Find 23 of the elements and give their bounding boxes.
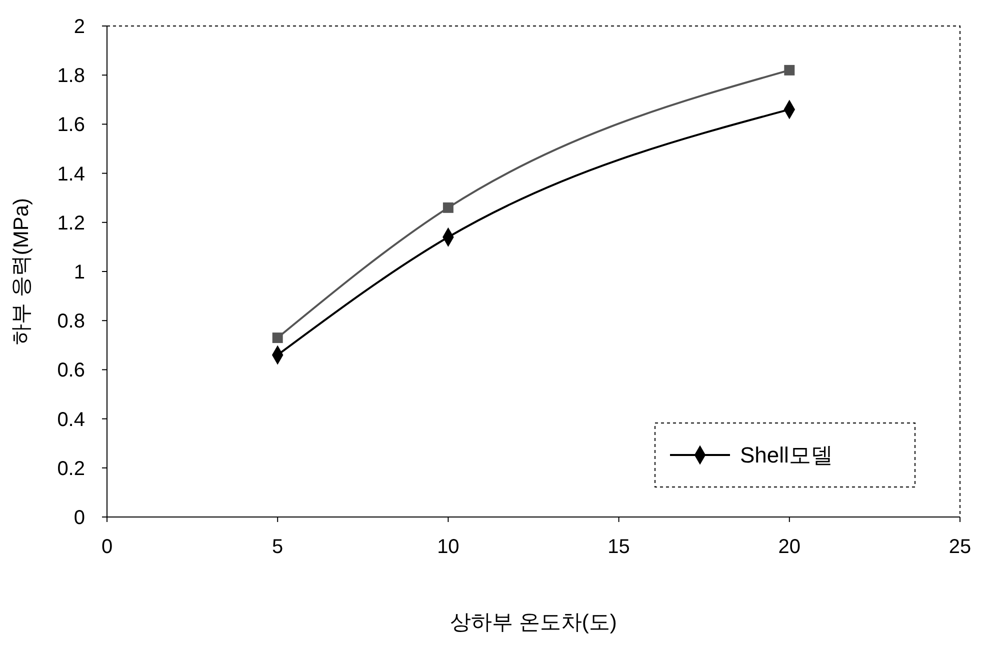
legend-label: Shell모델 (740, 442, 833, 468)
y-tick-label: 2 (74, 16, 85, 38)
x-tick-label: 0 (101, 536, 113, 558)
y-tick-label: 0.2 (57, 458, 85, 480)
x-tick-label: 20 (778, 536, 801, 558)
x-axis-title: 상하부 온도차(도) (450, 611, 617, 634)
x-tick-label: 15 (608, 536, 630, 558)
y-tick-label: 1.8 (57, 65, 85, 88)
y-tick-label: 0.6 (57, 360, 85, 382)
y-tick-label: 1.2 (57, 212, 85, 234)
y-axis-title: 하부 응력(MPa) (10, 198, 33, 345)
x-tick-label: 5 (272, 536, 284, 558)
y-tick-label: 0.8 (57, 310, 85, 333)
point (442, 202, 454, 213)
x-tick-label: 25 (948, 536, 972, 558)
y-tick-label: 1.4 (57, 163, 85, 186)
x-tick-label: 10 (437, 536, 460, 558)
y-tick-label: 1 (74, 262, 85, 284)
y-tick-label: 1.6 (57, 114, 85, 136)
point (784, 64, 795, 76)
y-tick-label: 0 (74, 507, 85, 529)
y-tick-label: 0.4 (57, 408, 85, 431)
point (272, 332, 283, 344)
